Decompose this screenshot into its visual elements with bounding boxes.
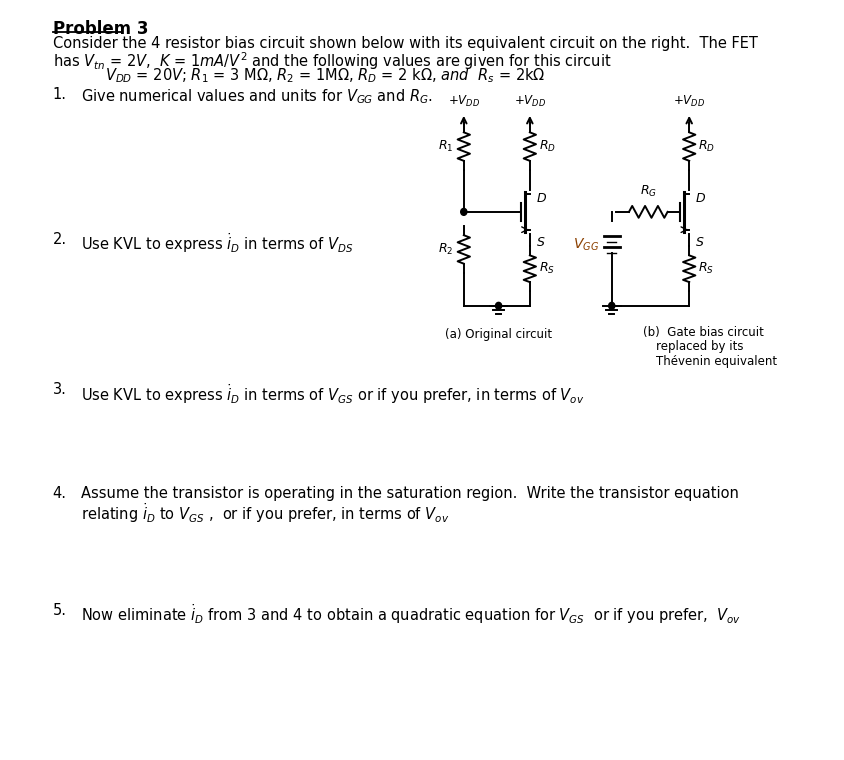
Circle shape bbox=[608, 302, 614, 309]
Text: $D$: $D$ bbox=[535, 192, 546, 205]
Text: (a) Original circuit: (a) Original circuit bbox=[445, 328, 551, 340]
Text: 4.: 4. bbox=[52, 486, 67, 501]
Text: Use KVL to express $\dot{i}_D$ in terms of $\mathit{V}_{GS}$ or if you prefer, i: Use KVL to express $\dot{i}_D$ in terms … bbox=[81, 382, 583, 406]
Text: $R_G$: $R_G$ bbox=[639, 184, 656, 199]
Text: Use KVL to express $\dot{i}_D$ in terms of $\mathit{V}_{DS}$: Use KVL to express $\dot{i}_D$ in terms … bbox=[81, 232, 353, 255]
Text: Now eliminate $\dot{i}_D$ from 3 and 4 to obtain a quadratic equation for $\math: Now eliminate $\dot{i}_D$ from 3 and 4 t… bbox=[81, 603, 740, 626]
Text: $R_2$: $R_2$ bbox=[437, 242, 452, 257]
Text: Consider the 4 resistor bias circuit shown below with its equivalent circuit on : Consider the 4 resistor bias circuit sho… bbox=[52, 36, 756, 51]
Text: $\mathit{V}_{GG}$: $\mathit{V}_{GG}$ bbox=[572, 236, 598, 253]
Text: Thévenin equivalent: Thévenin equivalent bbox=[655, 355, 776, 369]
Text: +$V_{DD}$: +$V_{DD}$ bbox=[447, 94, 479, 109]
Text: +$V_{DD}$: +$V_{DD}$ bbox=[513, 94, 545, 109]
Text: has $\mathit{V}_{tn}$ = 2$\mathit{V}$,  $\mathit{K}$ = 1$\mathit{mA}$/$\mathit{V: has $\mathit{V}_{tn}$ = 2$\mathit{V}$, $… bbox=[52, 51, 610, 72]
Circle shape bbox=[495, 302, 501, 309]
Text: 3.: 3. bbox=[52, 382, 67, 397]
Text: (b)  Gate bias circuit: (b) Gate bias circuit bbox=[641, 325, 762, 339]
Text: $R_D$: $R_D$ bbox=[697, 139, 714, 154]
Text: $D$: $D$ bbox=[695, 192, 706, 205]
Text: $R_D$: $R_D$ bbox=[538, 139, 555, 154]
Text: $S$: $S$ bbox=[695, 236, 704, 249]
Text: $R_S$: $R_S$ bbox=[697, 261, 713, 277]
Text: 1.: 1. bbox=[52, 87, 67, 103]
Text: 2.: 2. bbox=[52, 232, 67, 247]
Text: relating $\dot{i}_D$ to $\mathit{V}_{GS}$ ,  or if you prefer, in terms of $\mat: relating $\dot{i}_D$ to $\mathit{V}_{GS}… bbox=[81, 502, 448, 525]
Text: replaced by its: replaced by its bbox=[655, 340, 743, 353]
Text: $\mathit{V}_{DD}$ = 20$\mathit{V}$; $\mathit{R}_1$ = 3 M$\Omega$, $\mathit{R}_2$: $\mathit{V}_{DD}$ = 20$\mathit{V}$; $\ma… bbox=[106, 66, 545, 85]
Text: 5.: 5. bbox=[52, 603, 67, 618]
Text: $S$: $S$ bbox=[535, 236, 545, 249]
Text: +$V_{DD}$: +$V_{DD}$ bbox=[673, 94, 705, 109]
Circle shape bbox=[460, 208, 467, 215]
Text: Problem 3: Problem 3 bbox=[52, 20, 148, 38]
Text: $R_S$: $R_S$ bbox=[538, 261, 554, 277]
Text: Give numerical values and units for $\mathit{V}_{GG}$ and $\mathit{R}_G$.: Give numerical values and units for $\ma… bbox=[81, 87, 432, 106]
Text: Assume the transistor is operating in the saturation region.  Write the transist: Assume the transistor is operating in th… bbox=[81, 486, 738, 501]
Text: $R_1$: $R_1$ bbox=[437, 139, 452, 154]
